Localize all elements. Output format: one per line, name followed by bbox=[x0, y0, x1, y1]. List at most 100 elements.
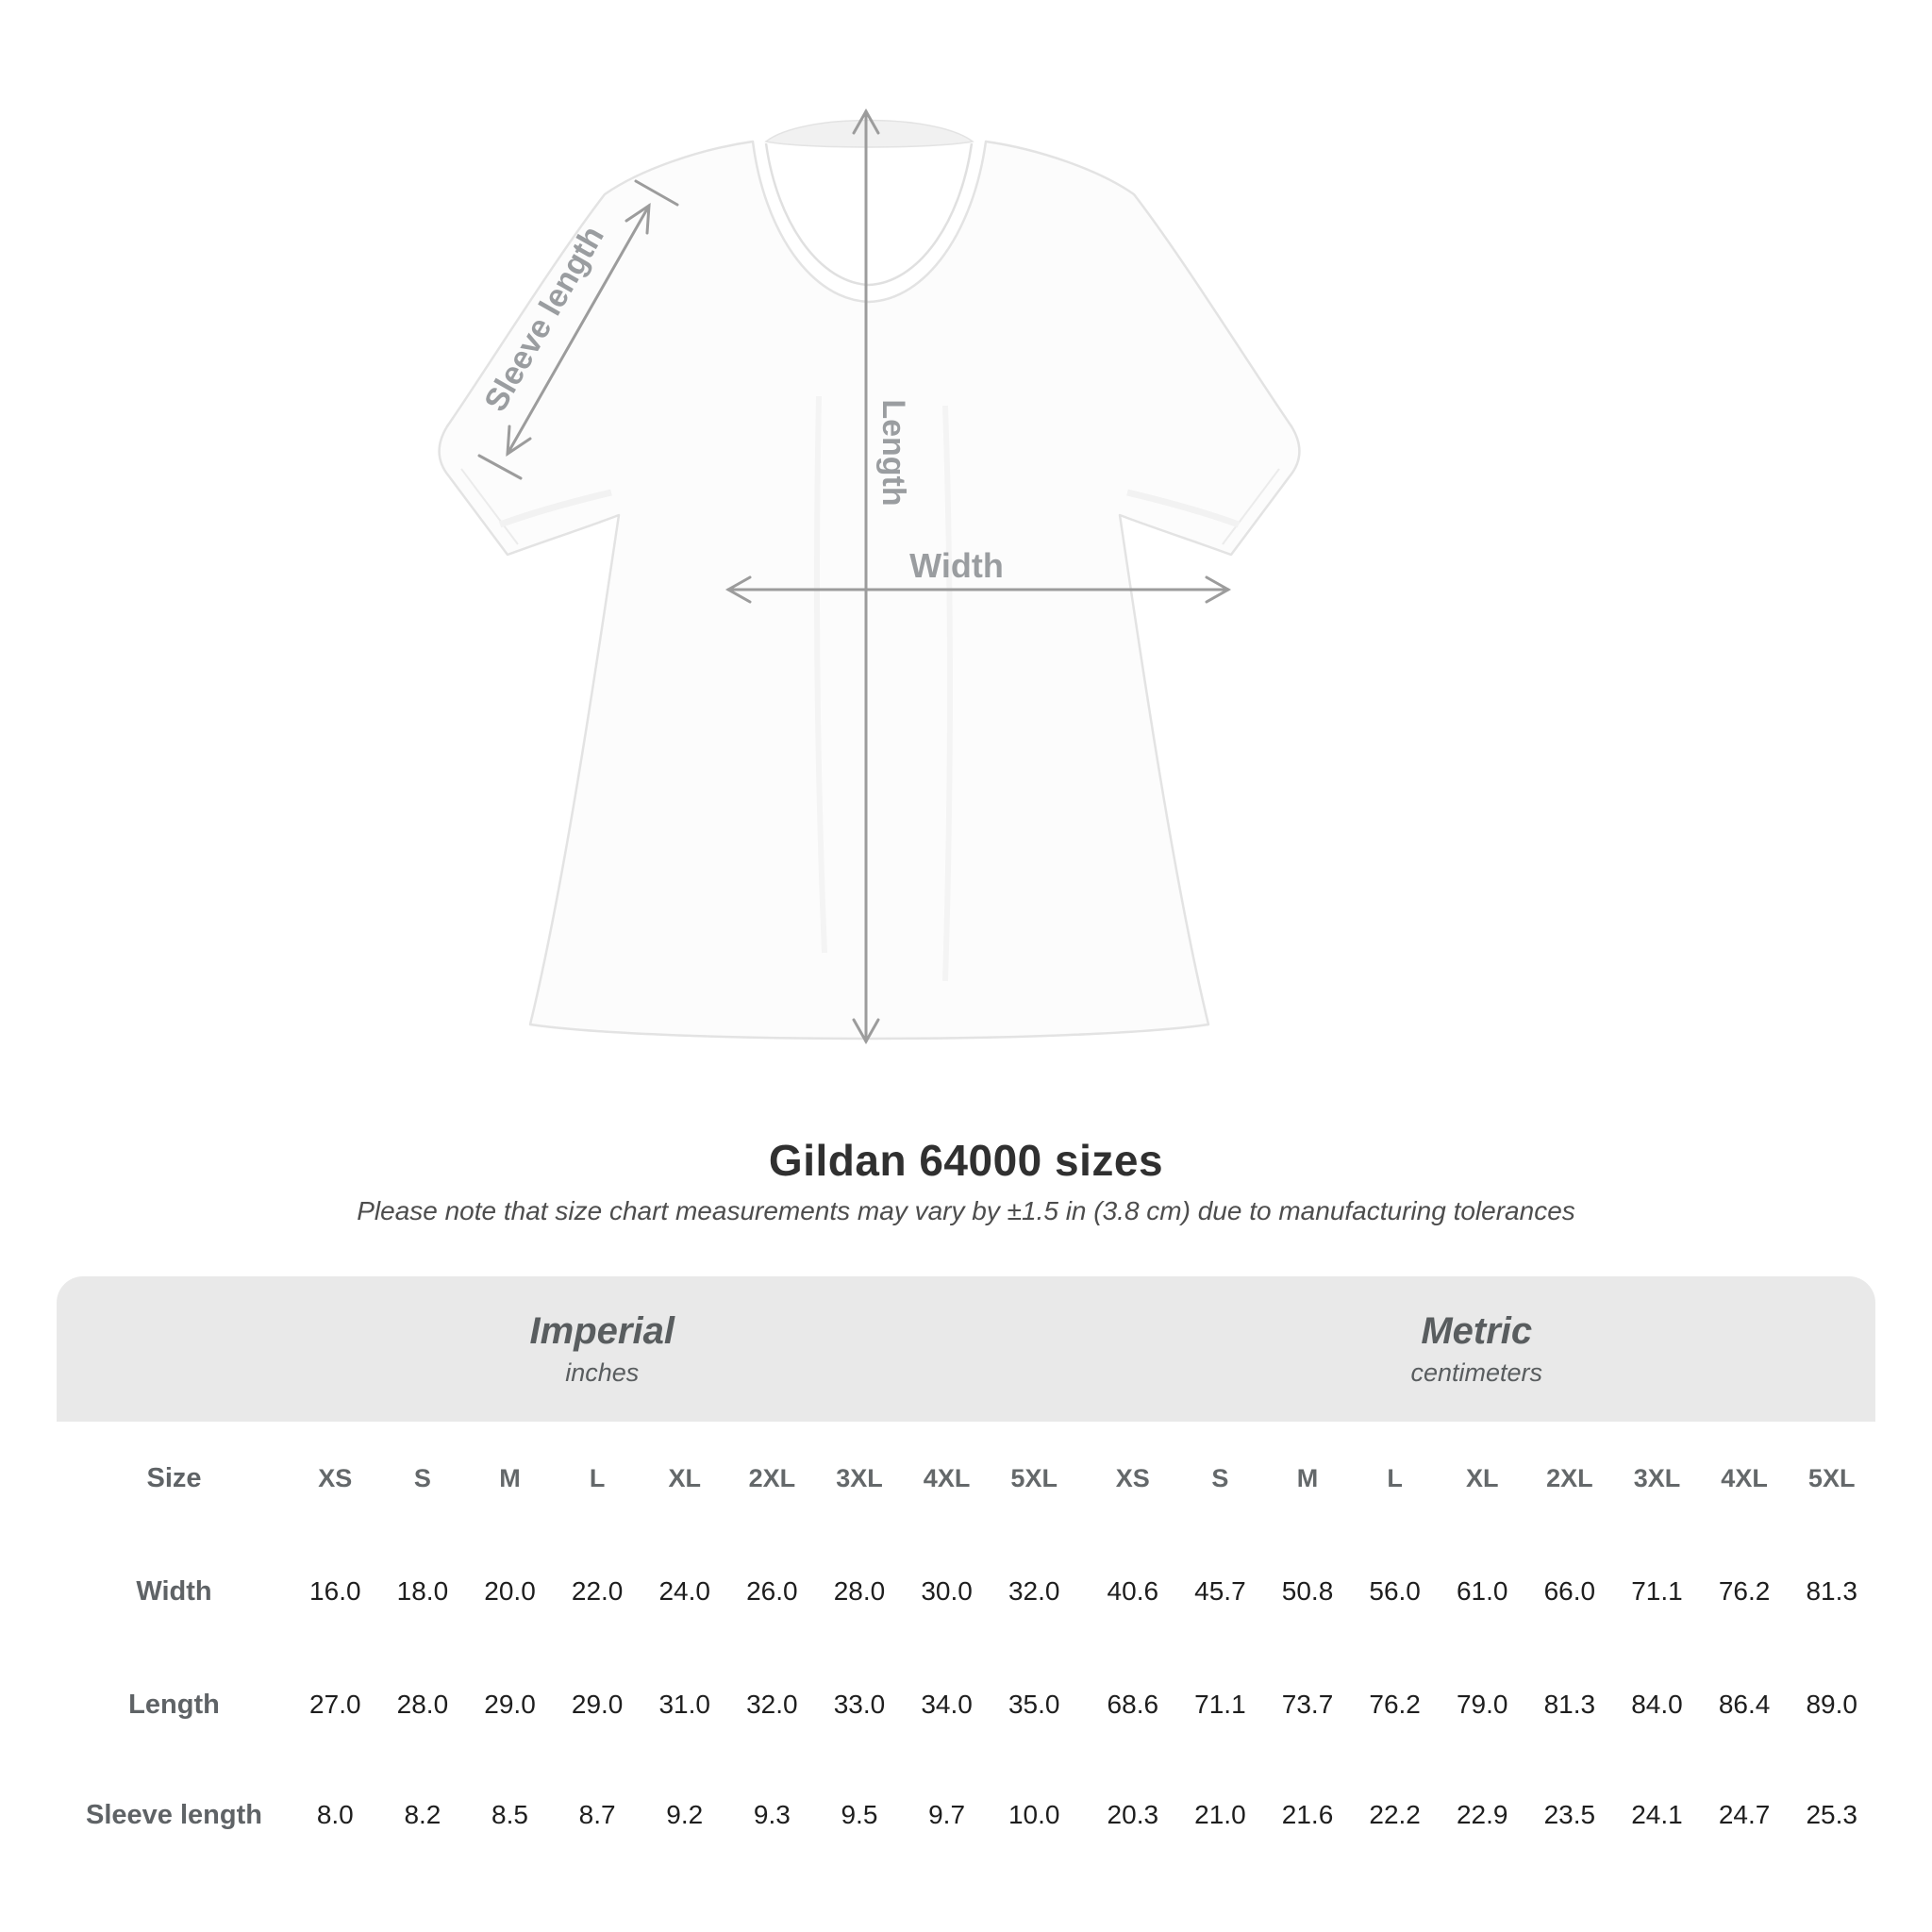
value-cell: 29.0 bbox=[571, 1690, 624, 1719]
value-cell: 20.3 bbox=[1107, 1800, 1159, 1829]
value-cell: 22.0 bbox=[571, 1576, 624, 1606]
size-col-header: L bbox=[589, 1463, 606, 1492]
size-col-header: 4XL bbox=[1721, 1463, 1768, 1492]
value-cell: 45.7 bbox=[1194, 1576, 1246, 1606]
tshirt-measurement-diagram: Sleeve length Length Width bbox=[438, 108, 1301, 1045]
value-cell: 28.0 bbox=[833, 1576, 886, 1606]
value-cell: 33.0 bbox=[833, 1690, 886, 1719]
size-table: Imperial inches Metric centimeters Size … bbox=[57, 1276, 1875, 1869]
value-cell: 30.0 bbox=[921, 1576, 973, 1606]
value-cell: 56.0 bbox=[1369, 1576, 1421, 1606]
collar-back bbox=[764, 119, 974, 148]
value-cell: 25.3 bbox=[1806, 1800, 1857, 1829]
size-col-header: S bbox=[1211, 1463, 1229, 1492]
tolerance-note: Please note that size chart measurements… bbox=[357, 1196, 1575, 1225]
metric-unit-label: centimeters bbox=[1410, 1358, 1543, 1387]
sleeve-length-arrow bbox=[477, 179, 679, 480]
value-cell: 32.0 bbox=[746, 1690, 798, 1719]
value-cell: 79.0 bbox=[1456, 1690, 1508, 1719]
size-col-header: XL bbox=[1465, 1463, 1499, 1492]
value-cell: 32.0 bbox=[1008, 1576, 1060, 1606]
value-cell: 20.0 bbox=[484, 1576, 536, 1606]
unit-divider bbox=[1078, 1422, 1090, 1535]
size-col-header: 3XL bbox=[1633, 1463, 1681, 1492]
value-cell: 71.1 bbox=[1194, 1690, 1246, 1719]
metric-label: Metric bbox=[1421, 1310, 1533, 1352]
value-cell: 21.0 bbox=[1194, 1800, 1246, 1829]
size-col-header: M bbox=[1296, 1463, 1319, 1492]
value-cell: 66.0 bbox=[1543, 1576, 1596, 1606]
value-cell: 61.0 bbox=[1456, 1576, 1508, 1606]
value-cell: 40.6 bbox=[1107, 1576, 1159, 1606]
size-col-header: XS bbox=[318, 1463, 353, 1492]
value-cell: 29.0 bbox=[484, 1690, 536, 1719]
row-label-width: Width bbox=[57, 1535, 291, 1648]
unit-divider bbox=[1078, 1648, 1090, 1761]
value-cell: 81.3 bbox=[1543, 1690, 1596, 1719]
size-col-header: S bbox=[413, 1463, 431, 1492]
value-cell: 18.0 bbox=[396, 1576, 449, 1606]
value-cell: 86.4 bbox=[1718, 1690, 1771, 1719]
imperial-unit-label: inches bbox=[565, 1358, 640, 1387]
length-arrow bbox=[852, 108, 880, 1045]
size-corner-cell: Size bbox=[57, 1422, 291, 1535]
value-cell: 8.0 bbox=[316, 1800, 354, 1829]
size-col-header: 5XL bbox=[1807, 1463, 1856, 1492]
value-cell: 21.6 bbox=[1281, 1800, 1334, 1829]
value-cell: 73.7 bbox=[1281, 1690, 1334, 1719]
unit-group-imperial: Imperial inches bbox=[57, 1276, 1078, 1422]
size-col-header: XL bbox=[668, 1463, 701, 1492]
cuff-seam-left bbox=[460, 468, 519, 545]
size-col-header: 5XL bbox=[1010, 1463, 1058, 1492]
size-col-header: 3XL bbox=[836, 1463, 883, 1492]
value-cell: 9.2 bbox=[666, 1800, 704, 1829]
value-cell: 89.0 bbox=[1806, 1690, 1857, 1719]
value-cell: 81.3 bbox=[1806, 1576, 1857, 1606]
size-col-header: XS bbox=[1115, 1463, 1150, 1492]
value-cell: 71.1 bbox=[1631, 1576, 1683, 1606]
unit-divider bbox=[1078, 1761, 1090, 1869]
row-label-sleeve-length: Sleeve length bbox=[57, 1761, 291, 1869]
width-label: Width bbox=[909, 546, 1004, 585]
width-arrow bbox=[724, 575, 1232, 604]
value-cell: 68.6 bbox=[1107, 1690, 1159, 1719]
value-cell: 9.5 bbox=[841, 1800, 878, 1829]
collar-ribbing bbox=[764, 142, 974, 287]
value-cell: 28.0 bbox=[396, 1690, 449, 1719]
size-corner-label: Size bbox=[146, 1462, 202, 1493]
size-col-header: 4XL bbox=[923, 1463, 971, 1492]
value-cell: 24.1 bbox=[1631, 1800, 1683, 1829]
value-cell: 10.0 bbox=[1008, 1800, 1060, 1829]
value-cell: 16.0 bbox=[309, 1576, 361, 1606]
row-label-length: Length bbox=[57, 1648, 291, 1761]
size-col-header: 2XL bbox=[1546, 1463, 1593, 1492]
value-cell: 9.7 bbox=[928, 1800, 966, 1829]
value-cell: 84.0 bbox=[1631, 1690, 1683, 1719]
value-cell: 26.0 bbox=[746, 1576, 798, 1606]
length-label: Length bbox=[875, 399, 911, 506]
value-cell: 8.7 bbox=[578, 1800, 616, 1829]
size-col-header: L bbox=[1387, 1463, 1403, 1492]
value-cell: 24.7 bbox=[1718, 1800, 1771, 1829]
size-col-header: M bbox=[499, 1463, 521, 1492]
page-title: Gildan 64000 sizes bbox=[768, 1136, 1164, 1185]
value-cell: 50.8 bbox=[1281, 1576, 1334, 1606]
imperial-label: Imperial bbox=[529, 1310, 675, 1352]
value-cell: 8.2 bbox=[404, 1800, 441, 1829]
unit-group-metric: Metric centimeters bbox=[1077, 1276, 1875, 1422]
size-col-header: 2XL bbox=[748, 1463, 796, 1492]
value-cell: 8.5 bbox=[491, 1800, 528, 1829]
value-cell: 24.0 bbox=[658, 1576, 710, 1606]
value-cell: 31.0 bbox=[658, 1690, 710, 1719]
value-cell: 34.0 bbox=[921, 1690, 973, 1719]
value-cell: 22.9 bbox=[1456, 1800, 1508, 1829]
value-cell: 27.0 bbox=[309, 1690, 361, 1719]
value-cell: 9.3 bbox=[753, 1800, 791, 1829]
value-cell: 76.2 bbox=[1718, 1576, 1771, 1606]
value-cell: 23.5 bbox=[1543, 1800, 1596, 1829]
value-cell: 76.2 bbox=[1369, 1690, 1421, 1719]
value-cell: 22.2 bbox=[1369, 1800, 1421, 1829]
unit-divider bbox=[1078, 1535, 1090, 1648]
value-cell: 35.0 bbox=[1008, 1690, 1060, 1719]
